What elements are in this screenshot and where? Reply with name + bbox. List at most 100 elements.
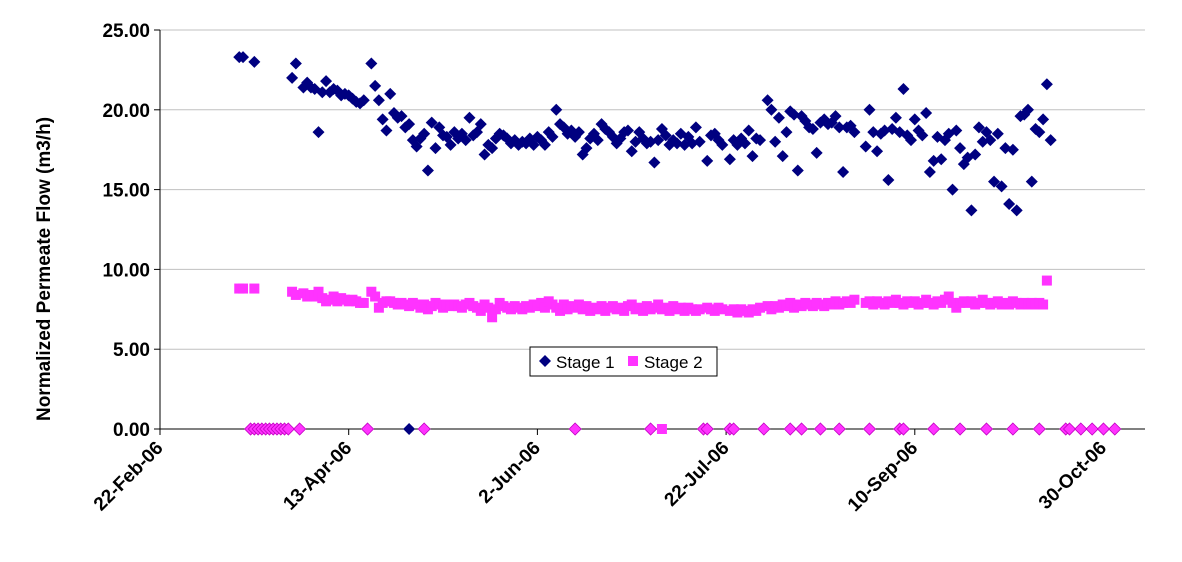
x-tick-label: 22-Jul-06 <box>661 438 734 511</box>
data-point <box>908 113 921 126</box>
gridlines <box>160 29 1145 350</box>
data-point <box>950 124 963 137</box>
data-point <box>953 422 967 436</box>
legend-label-stage-2: Stage 2 <box>644 353 703 372</box>
data-point <box>656 424 667 434</box>
data-point <box>757 422 771 436</box>
data-point <box>550 103 563 116</box>
legend-label-stage-1: Stage 1 <box>556 353 615 372</box>
data-point <box>1006 422 1020 436</box>
data-point <box>693 135 706 148</box>
data-point <box>238 283 249 294</box>
data-point <box>882 174 895 187</box>
zero-overlay <box>244 422 1122 436</box>
data-point <box>316 86 329 99</box>
data-point <box>905 134 918 147</box>
data-point <box>365 57 378 70</box>
data-point <box>765 103 778 116</box>
data-point <box>289 57 302 70</box>
data-point <box>357 94 370 107</box>
data-point <box>648 156 661 169</box>
data-point <box>425 116 438 129</box>
data-point <box>738 137 751 150</box>
data-point <box>984 134 997 147</box>
data-point <box>1062 422 1077 436</box>
data-point <box>1038 299 1049 310</box>
data-point <box>849 294 860 305</box>
data-point <box>358 297 369 308</box>
data-point <box>546 130 559 143</box>
data-point <box>716 138 729 151</box>
data-point <box>1006 143 1019 156</box>
data-point <box>483 302 494 313</box>
data-point <box>591 134 604 147</box>
data-point <box>780 126 793 139</box>
data-point <box>1037 113 1050 126</box>
data-point <box>991 127 1004 140</box>
data-point <box>772 111 785 124</box>
y-axis-title: Normalized Permeate Flow (m3/h) <box>34 117 55 421</box>
data-point <box>293 422 307 436</box>
data-point <box>1044 134 1057 147</box>
data-point <box>444 138 457 151</box>
data-point <box>539 302 550 313</box>
data-point <box>478 148 491 161</box>
data-point <box>761 94 774 107</box>
data-point <box>369 79 382 92</box>
data-point <box>1010 204 1023 217</box>
data-point <box>995 180 1008 193</box>
data-point <box>249 283 260 294</box>
data-point <box>572 126 585 139</box>
data-point <box>538 138 551 151</box>
data-point <box>376 113 389 126</box>
data-point <box>923 166 936 179</box>
data-point <box>418 127 431 140</box>
data-point <box>755 302 766 313</box>
series-1 <box>233 51 1121 435</box>
legend-box <box>529 346 718 377</box>
data-point <box>1041 275 1052 286</box>
data-point <box>474 118 487 131</box>
data-point <box>1108 422 1122 436</box>
data-point <box>848 126 861 139</box>
data-point <box>694 304 705 315</box>
data-point <box>395 110 408 123</box>
data-point <box>403 118 416 131</box>
data-point <box>859 140 872 153</box>
data-point <box>946 183 959 196</box>
data-point <box>871 145 884 158</box>
data-point <box>813 422 828 436</box>
series-layer <box>233 51 1122 436</box>
x-tick-label: 10-Sep-06 <box>844 438 922 516</box>
legend-marker-stage-1 <box>539 355 551 367</box>
data-point <box>290 289 301 300</box>
data-point <box>746 150 759 163</box>
data-point <box>621 124 634 137</box>
data-point <box>916 129 929 142</box>
data-point <box>965 204 978 217</box>
data-point <box>727 422 741 436</box>
data-point <box>555 305 566 316</box>
data-point <box>625 145 638 158</box>
data-point <box>776 150 789 163</box>
data-point <box>644 422 658 436</box>
data-point <box>281 422 295 436</box>
data-point <box>829 110 842 123</box>
data-point <box>1003 197 1016 210</box>
data-point <box>403 423 416 435</box>
data-point <box>943 291 954 302</box>
data-point <box>935 153 948 166</box>
data-point <box>1025 175 1038 188</box>
data-point <box>421 164 434 177</box>
data-point <box>1033 126 1046 139</box>
data-point <box>837 166 850 179</box>
data-point <box>979 422 994 436</box>
data-point <box>313 286 324 297</box>
data-point <box>833 121 846 134</box>
data-point <box>248 55 261 68</box>
data-point <box>810 146 823 159</box>
data-point <box>580 142 593 155</box>
data-point <box>1074 422 1088 436</box>
legend: Stage 1 Stage 2 <box>529 346 718 377</box>
y-axis-ticks: 0.00 5.00 10.00 15.00 20.00 25.00 <box>102 21 160 441</box>
